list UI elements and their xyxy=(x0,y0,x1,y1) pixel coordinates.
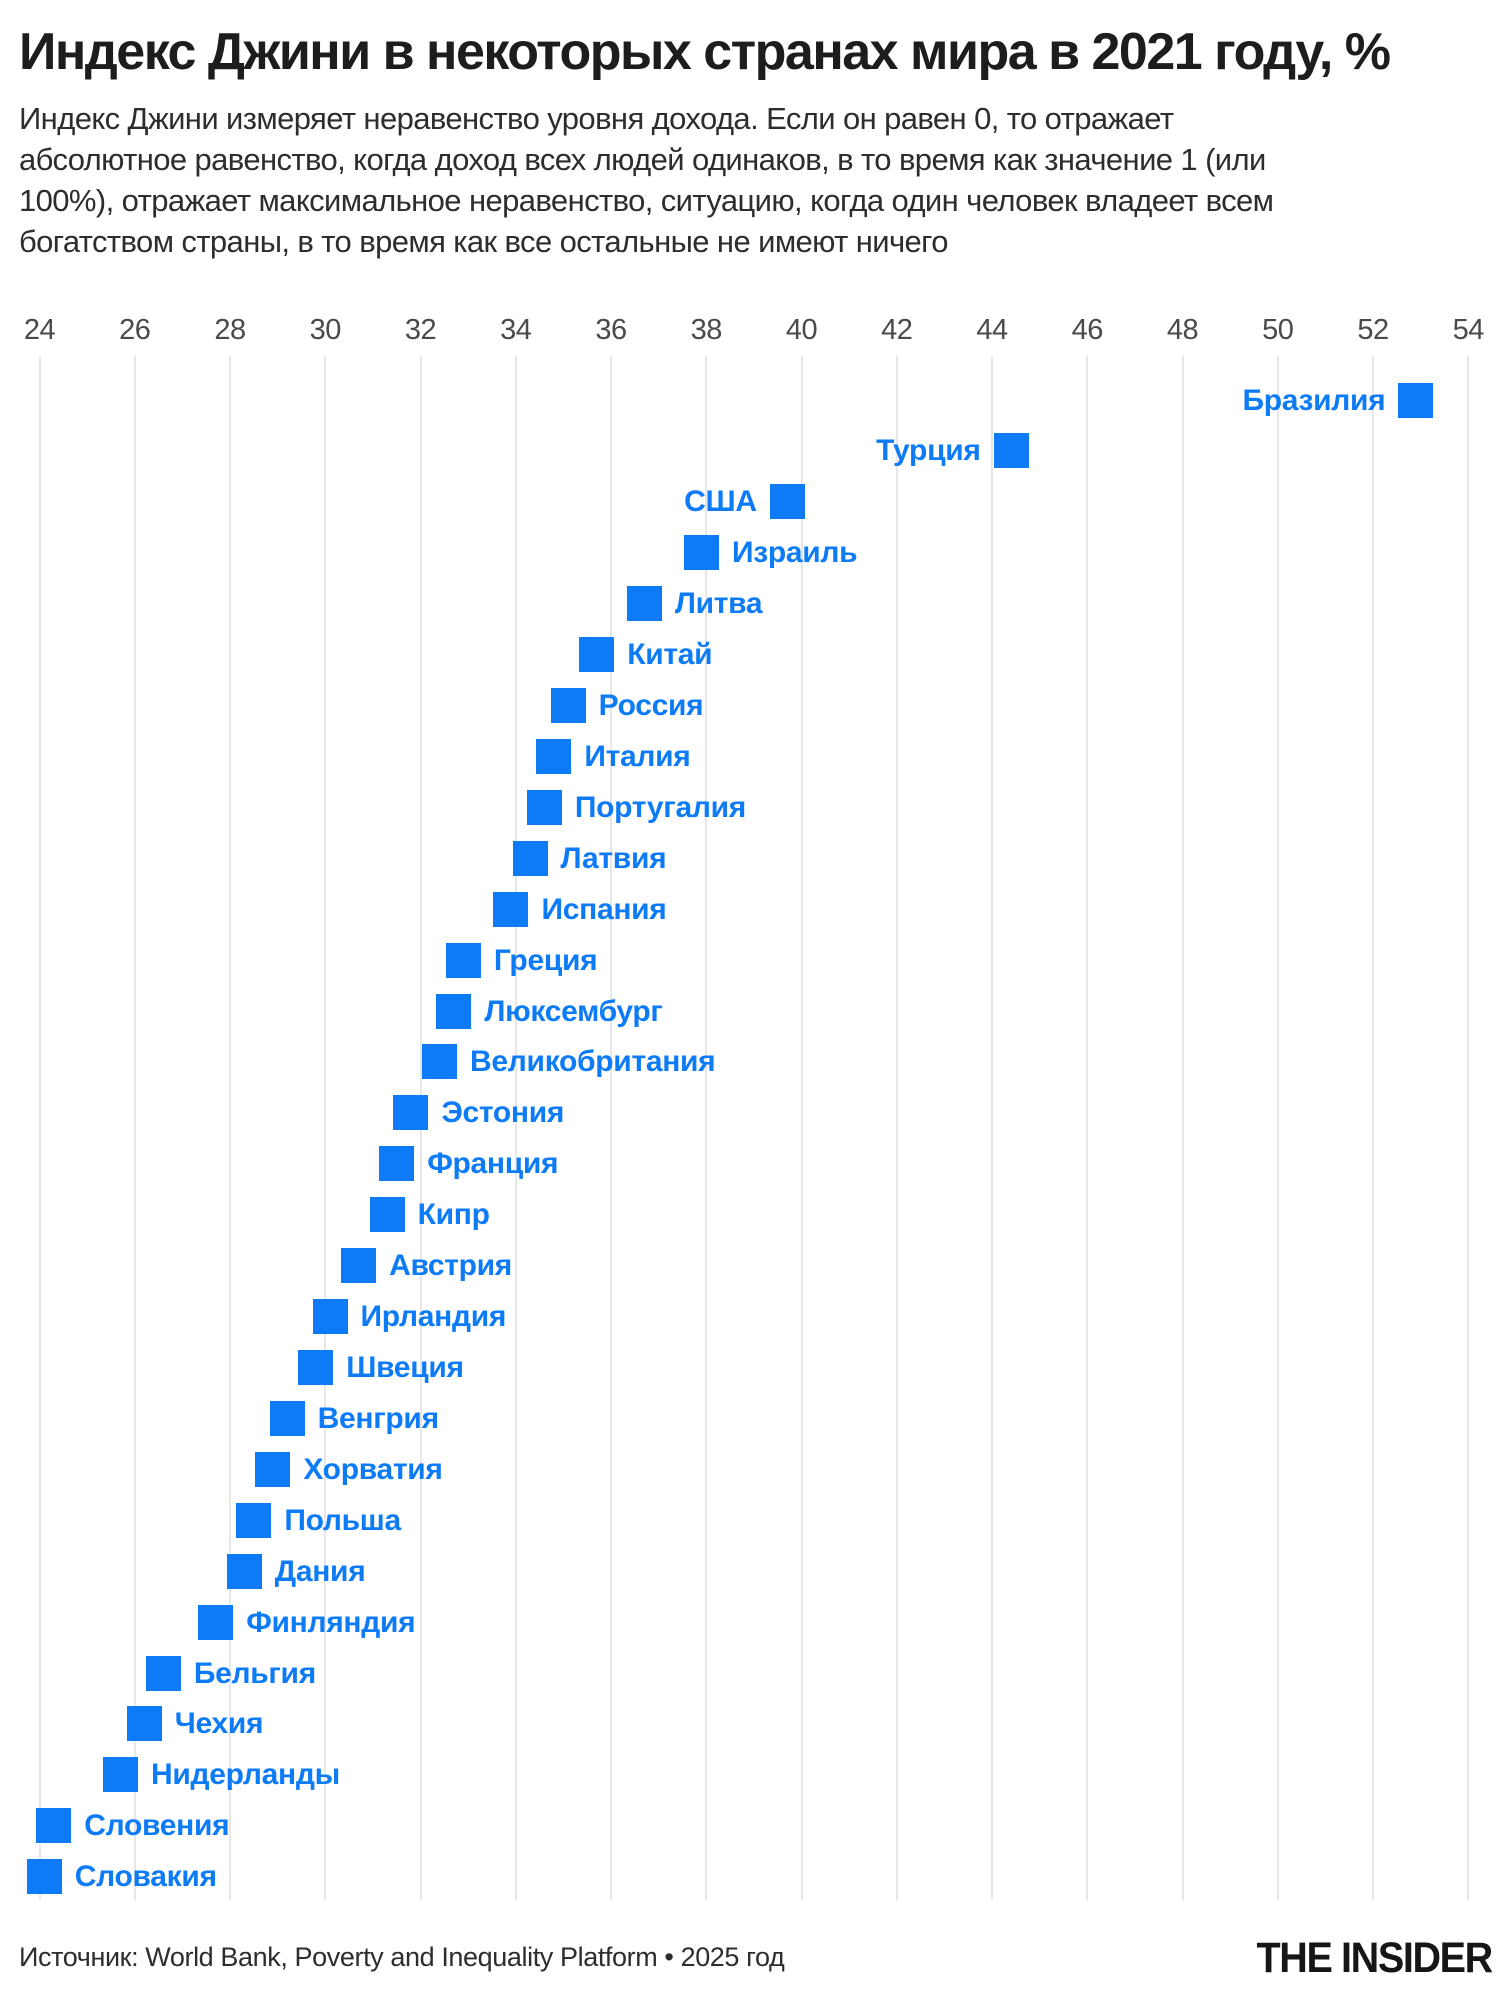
country-label: Бельгия xyxy=(193,1656,316,1690)
axis-tick-label: 50 xyxy=(1262,314,1294,346)
gridline xyxy=(1181,356,1184,1900)
country-label: Швеция xyxy=(346,1350,464,1384)
country-marker xyxy=(236,1502,272,1538)
country-label: Испания xyxy=(541,892,667,926)
country-marker xyxy=(312,1299,348,1335)
axis-tick-label: 52 xyxy=(1357,314,1389,346)
country-label: Словения xyxy=(84,1809,230,1843)
gridline xyxy=(1467,356,1470,1900)
axis-tick-label: 24 xyxy=(23,314,56,346)
country-label: Кипр xyxy=(417,1198,490,1232)
country-marker xyxy=(36,1808,72,1844)
country-marker xyxy=(579,637,615,673)
gridline xyxy=(991,356,993,1900)
chart-subtitle: Индекс Джини измеряет неравенство уровня… xyxy=(19,101,1274,259)
gridline xyxy=(514,356,517,1900)
gridline xyxy=(1372,356,1374,1900)
country-marker xyxy=(269,1400,305,1436)
gridline xyxy=(1086,356,1089,1900)
country-marker xyxy=(298,1349,334,1385)
country-marker xyxy=(436,993,472,1029)
axis-tick-label: 32 xyxy=(404,314,437,346)
chart-title: Индекс Джини в некоторых странах мира в … xyxy=(19,23,1391,81)
source-note: Источник: World Bank, Poverty and Inequa… xyxy=(19,1942,785,1972)
country-marker xyxy=(683,535,719,571)
country-marker xyxy=(1398,382,1434,418)
country-marker xyxy=(341,1248,377,1284)
gridline xyxy=(324,356,327,1900)
country-label: Греция xyxy=(493,943,598,977)
gridline xyxy=(133,356,136,1900)
gridline xyxy=(229,356,231,1900)
country-marker xyxy=(993,433,1029,469)
country-label: Словакия xyxy=(74,1860,217,1894)
country-label: Великобритания xyxy=(470,1045,716,1079)
country-label: Польша xyxy=(284,1503,401,1537)
country-label: Бразилия xyxy=(1242,383,1386,417)
country-label: Дания xyxy=(274,1554,366,1588)
country-marker xyxy=(255,1451,291,1487)
country-marker xyxy=(26,1859,62,1895)
gridline xyxy=(705,356,708,1900)
country-marker xyxy=(379,1146,415,1182)
axis-tick-label: 30 xyxy=(309,314,342,346)
country-label: Хорватия xyxy=(303,1452,443,1486)
country-marker xyxy=(422,1044,458,1080)
country-marker xyxy=(445,942,481,978)
country-marker xyxy=(102,1757,138,1793)
country-marker xyxy=(526,789,562,825)
axis-tick-label: 48 xyxy=(1166,314,1199,346)
country-marker xyxy=(393,1095,429,1131)
gridline xyxy=(800,356,803,1900)
country-label: Португалия xyxy=(574,790,746,824)
gridline xyxy=(895,356,898,1900)
country-label: США xyxy=(684,485,757,519)
country-label: Люксембург xyxy=(484,994,663,1028)
country-label: Эстония xyxy=(441,1096,565,1130)
axis-tick-label: 28 xyxy=(214,314,246,346)
gridline xyxy=(38,356,41,1900)
country-marker xyxy=(512,840,548,876)
country-marker xyxy=(536,738,572,774)
country-marker xyxy=(626,586,662,622)
country-marker xyxy=(198,1604,234,1640)
axis-tick-label: 44 xyxy=(976,314,1008,346)
axis-tick-label: 26 xyxy=(119,314,151,346)
country-marker xyxy=(550,688,586,724)
country-marker xyxy=(769,484,805,520)
country-label: Ирландия xyxy=(360,1300,507,1334)
axis-tick-label: 46 xyxy=(1071,314,1104,346)
axis-tick-label: 54 xyxy=(1452,314,1485,346)
country-label: Франция xyxy=(427,1147,559,1181)
country-label: Финляндия xyxy=(246,1605,416,1639)
country-label: Турция xyxy=(876,434,981,468)
country-label: Чехия xyxy=(174,1707,264,1741)
country-label: Россия xyxy=(598,689,704,723)
country-marker xyxy=(126,1706,162,1742)
country-marker xyxy=(145,1655,181,1691)
country-marker xyxy=(226,1553,262,1589)
country-label: Китай xyxy=(627,638,713,672)
country-label: Италия xyxy=(584,739,691,773)
country-label: Израиль xyxy=(731,536,858,570)
axis-tick-label: 42 xyxy=(881,314,913,346)
country-label: Венгрия xyxy=(317,1401,439,1435)
axis-tick-label: 38 xyxy=(690,314,723,346)
country-label: Нидерланды xyxy=(150,1758,340,1792)
country-marker xyxy=(369,1197,405,1233)
axis-tick-label: 40 xyxy=(785,314,818,346)
axis-tick-label: 36 xyxy=(595,314,627,346)
country-marker xyxy=(493,891,529,927)
country-label: Австрия xyxy=(389,1249,512,1283)
gridline xyxy=(1276,356,1279,1900)
axis-tick-label: 34 xyxy=(500,314,532,346)
gridline xyxy=(610,356,612,1900)
country-label: Латвия xyxy=(560,841,667,875)
the-insider-logo: THE INSIDER xyxy=(1256,1934,1494,1982)
country-label: Литва xyxy=(674,587,763,621)
